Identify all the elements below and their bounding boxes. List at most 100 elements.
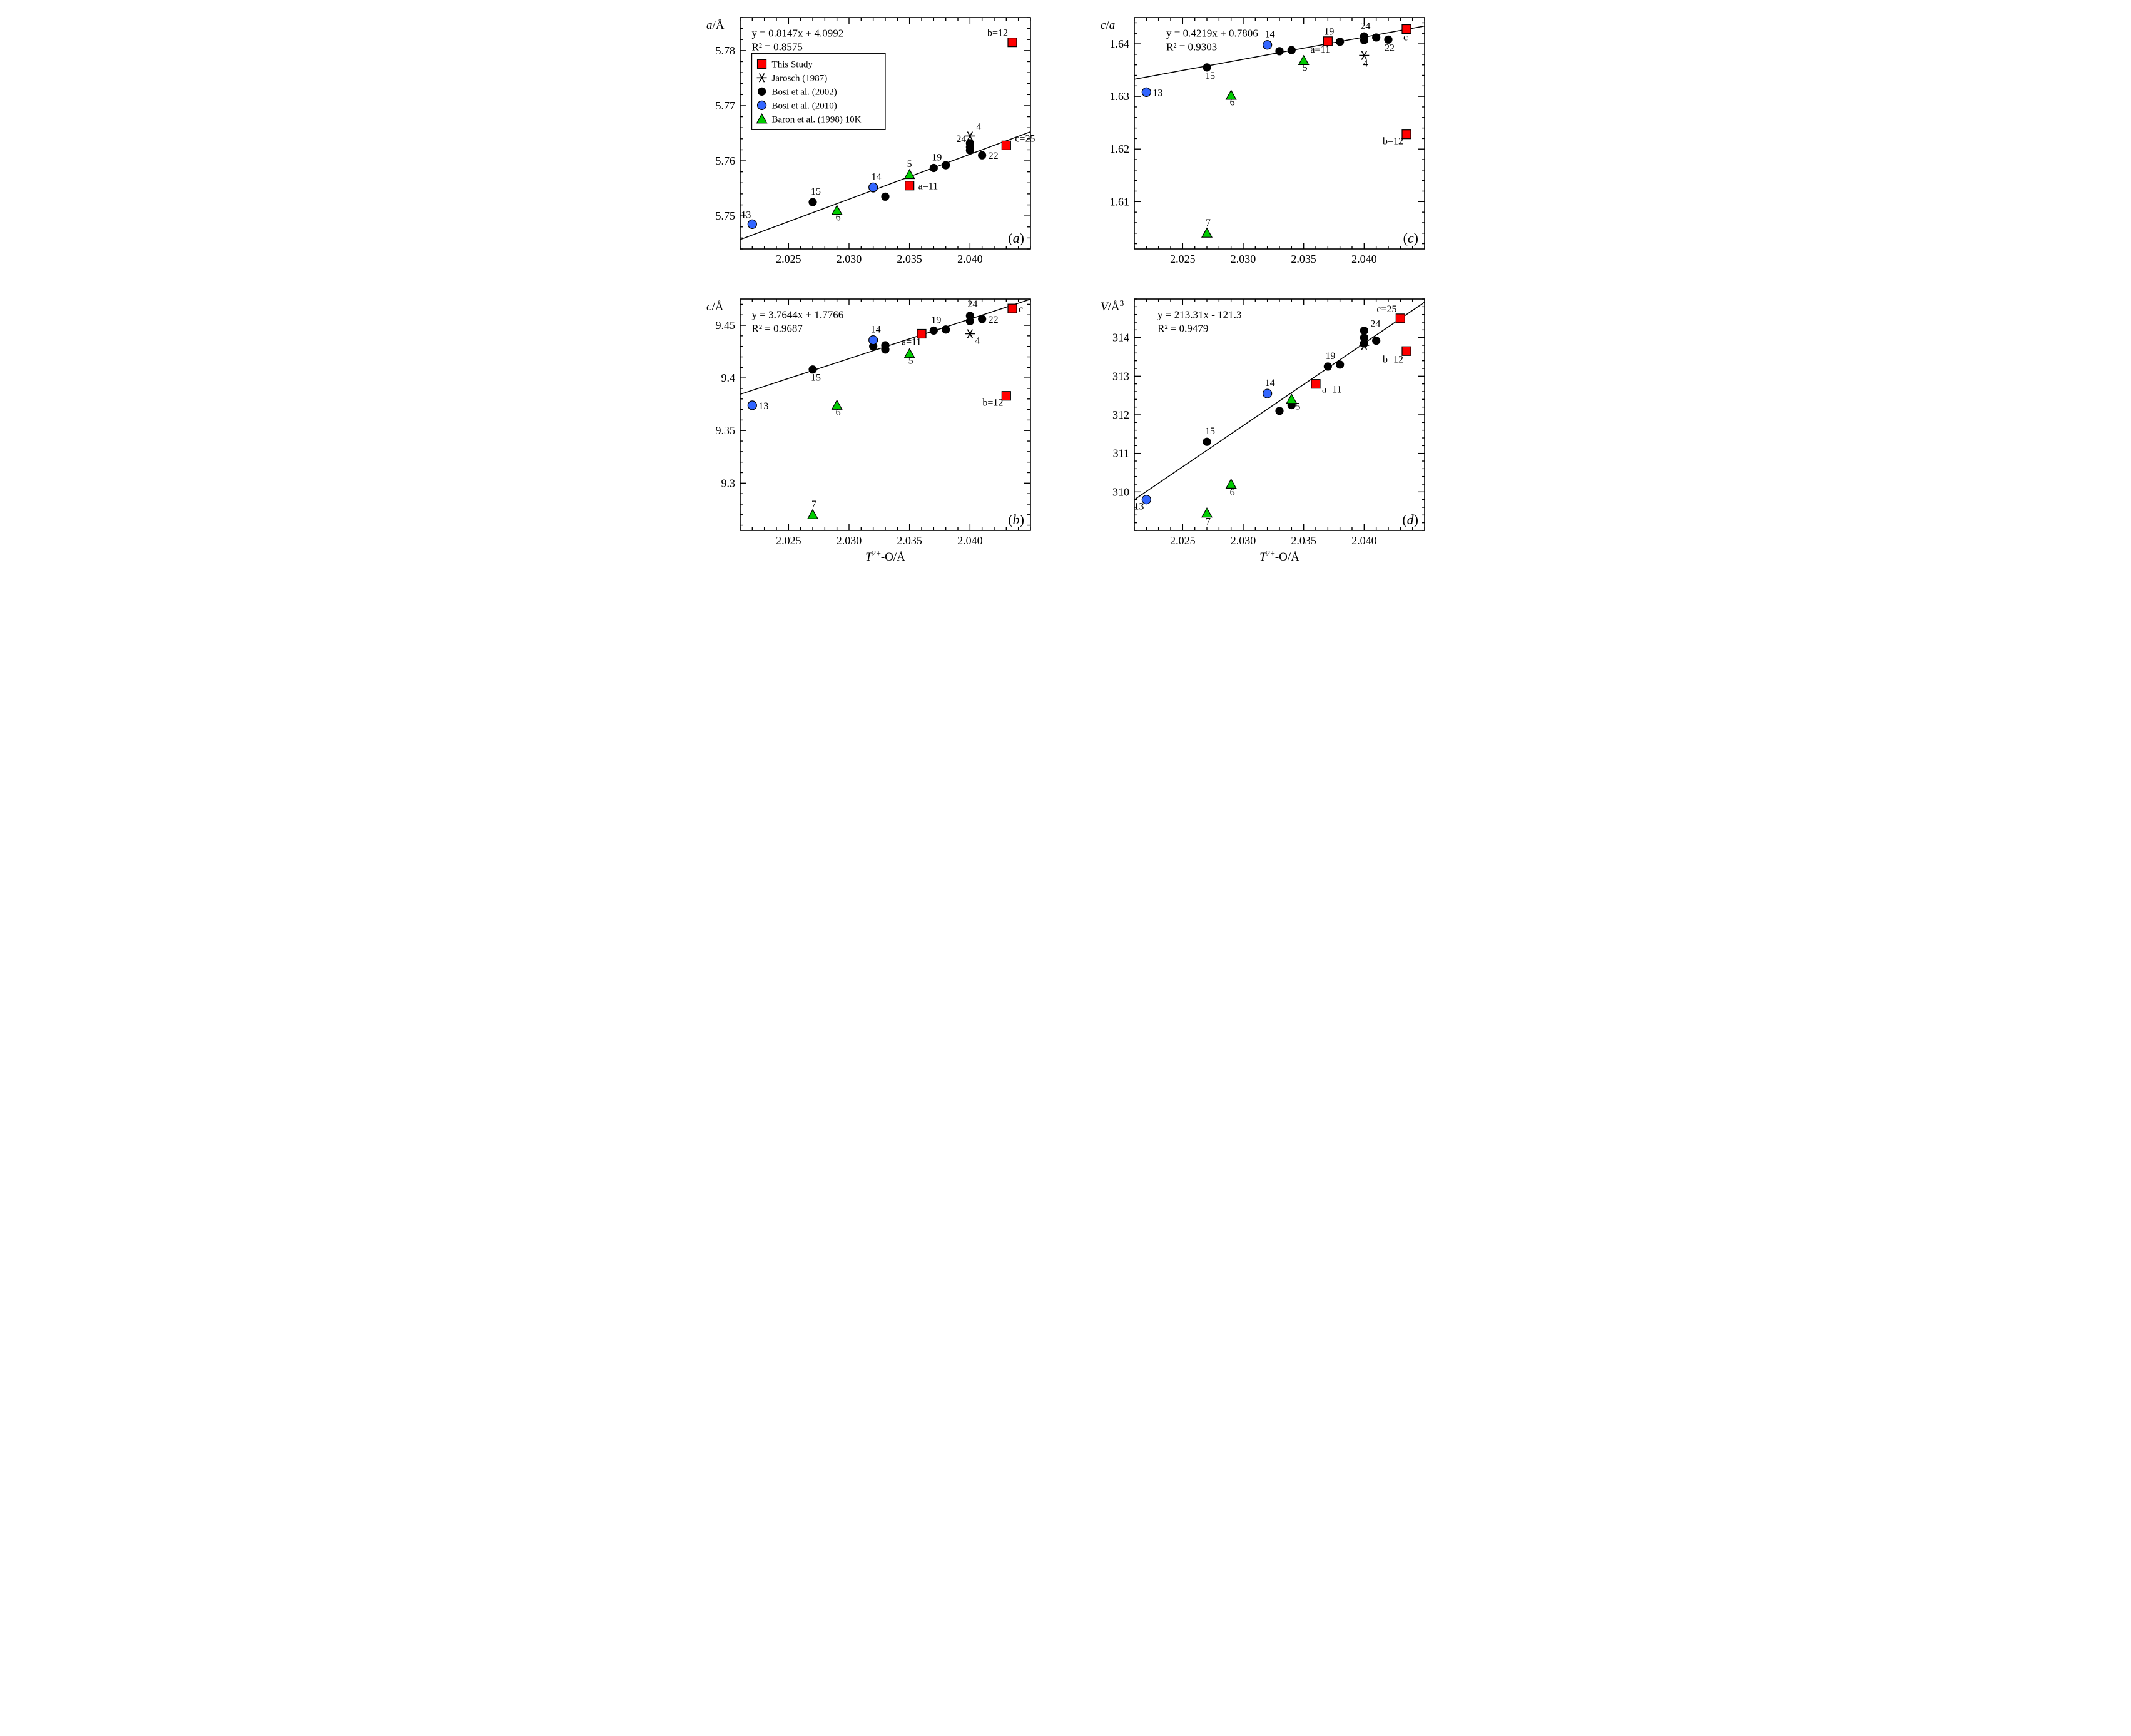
panel-c: 2.0252.0302.0352.0401.611.621.631.64c/a1… (1084, 10, 1441, 285)
svg-text:9.3: 9.3 (721, 477, 736, 489)
svg-text:1.61: 1.61 (1110, 195, 1130, 208)
svg-text:2.025: 2.025 (776, 253, 801, 265)
fit-equation: y = 3.7644x + 1.7766 (752, 309, 844, 321)
legend-label: Bosi et al. (2010) (772, 101, 837, 111)
fit-r2: R² = 0.9479 (1157, 323, 1208, 335)
x-axis-label: T2+-O/Å (865, 549, 905, 564)
point-label: 19 (1325, 351, 1335, 362)
point-label: 24 (967, 299, 977, 310)
point-label: 7 (811, 499, 816, 510)
fit-r2: R² = 0.8575 (752, 41, 803, 53)
panel-d: 2.0252.0302.0352.040310311312313314V/Å31… (1084, 292, 1441, 567)
svg-text:2.035: 2.035 (897, 253, 922, 265)
panel-letter: (a) (1008, 230, 1024, 246)
svg-text:1.63: 1.63 (1110, 90, 1130, 103)
point-label: a=11 (1310, 44, 1330, 55)
svg-text:5.77: 5.77 (716, 99, 736, 112)
legend-label: Jarosch (1987) (772, 73, 828, 83)
svg-text:2.030: 2.030 (1231, 253, 1256, 265)
point-label: b=12 (1383, 136, 1403, 147)
point-label: 15 (1205, 426, 1215, 437)
svg-text:1.64: 1.64 (1110, 38, 1130, 50)
point-label: 13 (741, 210, 751, 220)
point-label: 6 (1230, 97, 1235, 108)
point-label: 7 (1206, 218, 1211, 228)
point-label: 19 (932, 153, 942, 163)
point-label: 7 (1206, 516, 1211, 527)
point-label: 22 (989, 315, 999, 325)
legend-label: Bosi et al. (2002) (772, 87, 837, 97)
svg-text:312: 312 (1112, 409, 1129, 421)
point-label: 13 (1134, 502, 1144, 512)
point-label: 14 (1265, 29, 1275, 40)
point-label: 5 (908, 355, 913, 366)
legend-label: This Study (772, 59, 813, 69)
svg-text:c/Å: c/Å (706, 300, 724, 313)
point-label: 24 (1360, 21, 1370, 31)
svg-text:2.035: 2.035 (1291, 253, 1316, 265)
point-label: 24 (1370, 319, 1380, 330)
point-label: c (1403, 33, 1408, 43)
svg-text:5.78: 5.78 (716, 44, 736, 57)
point-label: c (1019, 304, 1023, 315)
fit-equation: y = 0.4219x + 0.7806 (1166, 28, 1258, 39)
point-label: a=11 (918, 181, 938, 192)
svg-text:9.4: 9.4 (721, 372, 736, 384)
panel-letter: (b) (1008, 512, 1024, 527)
panel-b: 2.0252.0302.0352.0409.39.359.49.45c/Å151… (690, 292, 1047, 567)
point-label: 4 (975, 336, 980, 347)
svg-text:5.75: 5.75 (716, 210, 736, 222)
svg-text:2.040: 2.040 (1351, 253, 1377, 265)
point-label: c=25 (1015, 133, 1035, 144)
svg-text:V/Å3: V/Å3 (1101, 298, 1124, 314)
svg-text:a/Å: a/Å (706, 19, 725, 32)
panel-letter: (c) (1403, 230, 1418, 246)
svg-text:9.35: 9.35 (716, 424, 736, 437)
svg-text:9.45: 9.45 (716, 319, 736, 332)
point-label: 19 (1324, 27, 1334, 38)
point-label: 15 (811, 373, 821, 383)
point-label: 4 (1363, 59, 1368, 69)
legend-label: Baron et al. (1998) 10K (772, 114, 862, 124)
svg-text:2.025: 2.025 (776, 534, 801, 547)
point-label: 4 (976, 121, 981, 132)
point-label: 5 (907, 159, 912, 170)
point-label: 24 (956, 134, 966, 145)
point-label: b=12 (982, 398, 1003, 409)
fit-r2: R² = 0.9687 (752, 323, 803, 335)
panel-a: 2.0252.0302.0352.0405.755.765.775.78a/Å1… (690, 10, 1047, 285)
point-label: 15 (811, 186, 821, 197)
svg-text:2.040: 2.040 (1351, 534, 1377, 547)
x-axis-label: T2+-O/Å (1259, 549, 1299, 564)
fit-equation: y = 0.8147x + 4.0992 (752, 28, 844, 39)
svg-text:2.030: 2.030 (837, 253, 862, 265)
point-label: 6 (836, 407, 841, 418)
point-label: 6 (836, 212, 841, 223)
point-label: 14 (872, 171, 882, 182)
panel-letter: (d) (1402, 512, 1418, 527)
fit-r2: R² = 0.9303 (1166, 41, 1217, 53)
svg-text:313: 313 (1112, 370, 1129, 382)
svg-text:2.030: 2.030 (837, 534, 862, 547)
svg-text:2.035: 2.035 (897, 534, 922, 547)
point-label: b=12 (987, 28, 1008, 39)
svg-text:2.025: 2.025 (1170, 534, 1196, 547)
fit-equation: y = 213.31x - 121.3 (1157, 309, 1241, 321)
point-label: 22 (1385, 43, 1395, 53)
point-label: 13 (758, 401, 768, 412)
point-label: 13 (1152, 88, 1162, 98)
svg-text:311: 311 (1113, 447, 1129, 460)
svg-text:2.030: 2.030 (1231, 534, 1256, 547)
svg-text:1.62: 1.62 (1110, 143, 1130, 155)
point-label: a=11 (1322, 385, 1342, 395)
point-label: a=11 (902, 337, 922, 348)
point-label: b=12 (1383, 354, 1403, 365)
point-label: c=25 (1376, 304, 1396, 315)
point-label: 15 (1205, 71, 1215, 81)
svg-text:2.040: 2.040 (957, 253, 983, 265)
svg-text:314: 314 (1112, 332, 1129, 344)
point-label: 14 (1265, 378, 1275, 388)
point-label: 6 (1230, 487, 1235, 498)
svg-text:c/a: c/a (1101, 19, 1115, 32)
point-label: 22 (989, 151, 999, 161)
